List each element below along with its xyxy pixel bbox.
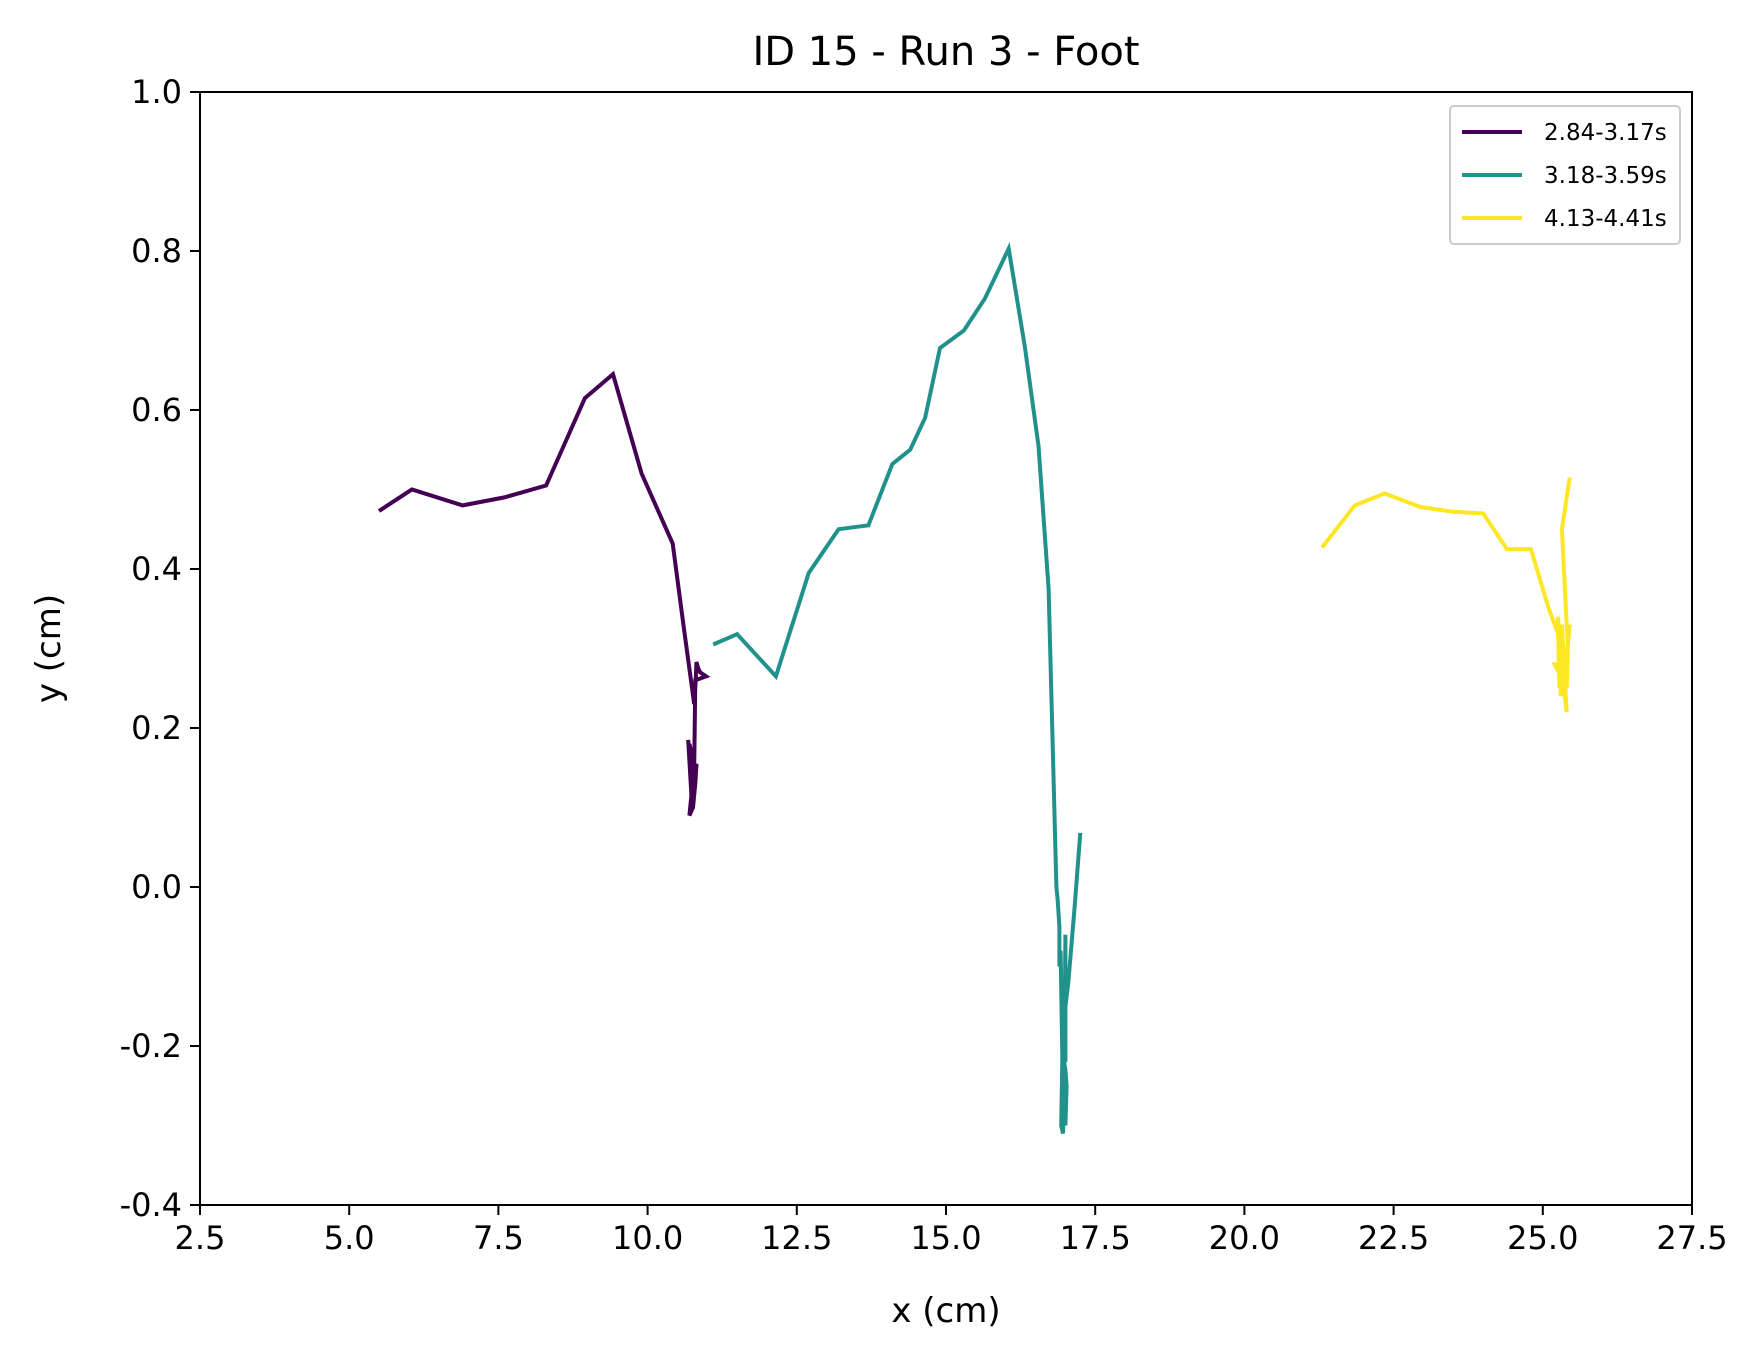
- y-tick-label: 0.4: [131, 550, 182, 588]
- plot-area: [199, 91, 1693, 1206]
- y-tick-label: 0.0: [131, 868, 182, 906]
- series-line-3: [1320, 477, 1572, 713]
- series-line-2: [712, 241, 1083, 1134]
- x-tick-label: 10.0: [612, 1219, 683, 1257]
- legend-box: [1449, 105, 1681, 245]
- x-tick-label: 17.5: [1060, 1219, 1131, 1257]
- legend-label-2: 3.18-3.59s: [1544, 163, 1667, 189]
- legend-label-3: 4.13-4.41s: [1544, 206, 1667, 232]
- x-tick-label: 12.5: [761, 1219, 832, 1257]
- x-tick-label: 15.0: [910, 1219, 981, 1257]
- series-line-1: [377, 370, 711, 817]
- x-tick-label: 5.0: [324, 1219, 375, 1257]
- y-tick-label: -0.2: [120, 1027, 182, 1065]
- x-axis-label: x (cm): [891, 1291, 1000, 1331]
- x-tick-label: 27.5: [1656, 1219, 1727, 1257]
- chart-title: ID 15 - Run 3 - Foot: [752, 29, 1139, 75]
- y-axis-label: y (cm): [29, 594, 69, 703]
- y-tick-label: 1.0: [131, 73, 182, 111]
- x-tick-label: 20.0: [1209, 1219, 1280, 1257]
- y-tick-label: 0.8: [131, 232, 182, 270]
- axis-ticks: 2.5 5.0 7.5 10.0 12.5 15.0 17.5 20.0 22.5 25.0 27.…: [120, 73, 1728, 1257]
- legend: 2.84-3.17s 3.18-3.59s 4.13-4.41s: [1449, 105, 1681, 245]
- x-tick-label: 25.0: [1507, 1219, 1578, 1257]
- x-tick-label: 22.5: [1358, 1219, 1429, 1257]
- y-tick-label: -0.4: [120, 1186, 182, 1224]
- x-tick-label: 7.5: [473, 1219, 524, 1257]
- y-tick-label: 0.6: [131, 391, 182, 429]
- x-tick-label: 2.5: [175, 1219, 226, 1257]
- legend-label-1: 2.84-3.17s: [1544, 120, 1667, 146]
- y-tick-label: 0.2: [131, 709, 182, 747]
